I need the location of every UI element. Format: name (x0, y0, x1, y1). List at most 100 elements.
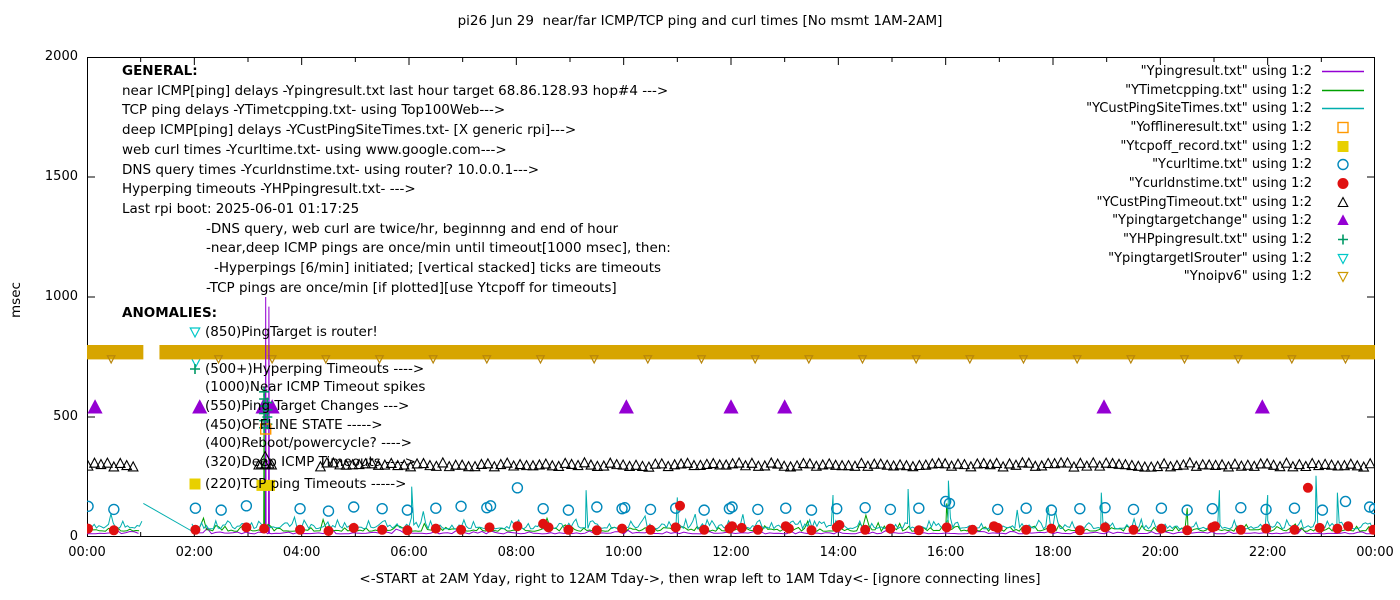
y-tick-label: 0 (69, 529, 78, 544)
plus-icon (190, 363, 200, 374)
anomaly-line: (450)OFFLINE STATE -----> (122, 416, 425, 435)
legend-label: "Yofflineresult.txt" using 1:2 (1130, 119, 1312, 135)
anomaly-line: (220)TCP ping Timeouts -----> (122, 475, 425, 494)
legend-square-filled-icon (1337, 140, 1349, 152)
legend-label: "YHPpingresult.txt" using 1:2 (1123, 232, 1312, 248)
legend-label: "Ynoipv6" using 1:2 (1183, 269, 1312, 285)
legend-triangle-down-open-icon (1337, 253, 1349, 265)
legend-item: "YTimetcpping.txt" using 1:2 (1086, 81, 1374, 100)
x-axis-label: <-START at 2AM Yday, right to 12AM Tday-… (359, 571, 1041, 587)
general-line: -Hyperpings [6/min] initiated; [vertical… (214, 260, 662, 277)
legend-item: "YHPpingresult.txt" using 1:2 (1086, 230, 1374, 249)
anomaly-text: (550)Ping Target Changes ---> (205, 397, 410, 414)
anomaly-text: (220)TCP ping Timeouts -----> (205, 476, 407, 493)
legend-item: "Ynoipv6" using 1:2 (1086, 268, 1374, 287)
chart-title: pi26 Jun 29 near/far ICMP/TCP ping and c… (457, 13, 943, 29)
series-ycustpingtimeout-txt (87, 450, 1375, 472)
x-tick-label: 16:00 (926, 545, 965, 560)
anomaly-line: (500+)Hyperping Timeouts ----> (122, 360, 425, 379)
anomaly-hidden-line (122, 341, 425, 360)
triangle-down-open-icon (189, 326, 201, 338)
x-tick-label: 20:00 (1141, 545, 1180, 560)
general-line: DNS query times -Ycurldnstime.txt- using… (122, 161, 540, 178)
series-ypingtargetchange (87, 399, 1270, 414)
general-line: near ICMP[ping] delays -Ypingresult.txt … (122, 82, 669, 99)
legend-triangle-up-filled-icon (1337, 214, 1349, 226)
anomaly-text: (850)PingTarget is router! (205, 323, 378, 340)
legend-item: "YpingtargetISrouter" using 1:2 (1086, 249, 1374, 268)
general-line: deep ICMP[ping] delays -YCustPingSiteTim… (122, 122, 577, 139)
general-line: TCP ping delays -YTimetcpping.txt- using… (122, 102, 506, 119)
legend-label: "Ypingtargetchange" using 1:2 (1112, 213, 1312, 229)
x-tick-label: 06:00 (390, 545, 428, 560)
x-tick-label: 08:00 (497, 545, 536, 560)
x-tick-label: 00:00 (1356, 545, 1394, 560)
legend-line-icon (1322, 89, 1364, 91)
legend-line-icon (1322, 107, 1364, 110)
anomaly-text: (450)OFFLINE STATE -----> (205, 416, 383, 433)
general-line: Last rpi boot: 2025-06-01 01:17:25 (122, 200, 360, 217)
x-tick-label: 02:00 (175, 545, 214, 560)
legend-triangle-down-open-icon (1337, 272, 1349, 284)
y-tick-label: 2000 (44, 49, 78, 64)
y-tick-label: 1000 (44, 289, 78, 304)
general-line: Hyperping timeouts -YHPpingresult.txt- -… (122, 181, 416, 198)
anomaly-text: (400)Reboot/powercycle? ----> (205, 435, 412, 452)
square-filled-icon (189, 478, 201, 490)
legend-item: "YCustPingTimeout.txt" using 1:2 (1086, 193, 1374, 212)
legend-label: "Ytcpoff_record.txt" using 1:2 (1120, 138, 1312, 154)
legend-item: "YCustPingSiteTimes.txt" using 1:2 (1086, 99, 1374, 118)
legend-item: "Ypingresult.txt" using 1:2 (1086, 62, 1374, 81)
anomalies-header: ANOMALIES: (122, 305, 218, 321)
legend-label: "Ycurldnstime.txt" using 1:2 (1128, 175, 1312, 191)
anomaly-line: (550)Ping Target Changes ---> (122, 397, 425, 416)
plot-border (87, 57, 1375, 537)
legend-label: "YTimetcpping.txt" using 1:2 (1125, 82, 1312, 98)
anomaly-line: (400)Reboot/powercycle? ----> (122, 434, 425, 453)
legend-item: "Ycurldnstime.txt" using 1:2 (1086, 174, 1374, 193)
legend: "Ypingresult.txt" using 1:2 "YTimetcpping… (1086, 62, 1374, 286)
x-tick-label: 22:00 (1248, 545, 1287, 560)
anomaly-line: (1000)Near ICMP Timeout spikes (122, 378, 425, 397)
anomaly-text: (500+)Hyperping Timeouts ----> (205, 360, 425, 377)
general-line: web curl times -Ycurltime.txt- using www… (122, 141, 507, 158)
legend-label: "YpingtargetISrouter" using 1:2 (1108, 250, 1312, 266)
legend-triangle-up-open-icon (1337, 195, 1349, 207)
general-line: -near,deep ICMP pings are once/min until… (206, 240, 671, 257)
plot-area (87, 57, 1375, 537)
x-tick-label: 10:00 (604, 545, 643, 560)
anomaly-text: (1000)Near ICMP Timeout spikes (205, 379, 426, 396)
anomalies-annotation-block: ANOMALIES: (850)PingTarget is router! (500… (122, 304, 425, 494)
series-ycurltime-txt (87, 482, 1375, 517)
x-tick-label: 12:00 (712, 545, 750, 560)
legend-item: "Ytcpoff_record.txt" using 1:2 (1086, 137, 1374, 156)
series-ycurldnstime-txt (87, 482, 1375, 536)
anomaly-text: (320)Deep ICMP Timeouts ----> (205, 453, 416, 470)
legend-label: "YCustPingTimeout.txt" using 1:2 (1096, 194, 1312, 210)
legend-plus-icon (1338, 234, 1348, 245)
general-line: -TCP pings are once/min [if plotted][use… (206, 279, 617, 296)
y-tick-label: 1500 (44, 169, 78, 184)
general-line: -DNS query, web curl are twice/hr, begin… (206, 220, 619, 237)
anomaly-line: (850)PingTarget is router! (122, 323, 425, 342)
legend-circle-filled-icon (1337, 177, 1349, 189)
legend-item: "Yofflineresult.txt" using 1:2 (1086, 118, 1374, 137)
x-tick-label: 14:00 (819, 545, 858, 560)
series-ytcpoff-record-txt (256, 479, 275, 491)
legend-label: "Ypingresult.txt" using 1:2 (1140, 63, 1312, 79)
legend-item: "Ycurltime.txt" using 1:2 (1086, 155, 1374, 174)
series-yofflineresult-txt (260, 423, 272, 435)
legend-line-icon (1322, 70, 1364, 73)
plot-canvas (87, 57, 1375, 537)
general-header: GENERAL: (122, 63, 198, 79)
legend-item: "Ypingtargetchange" using 1:2 (1086, 212, 1374, 231)
legend-square-open-icon (1337, 121, 1349, 134)
series-ynoipv6 (87, 345, 1375, 365)
y-tick-label: 500 (53, 409, 78, 424)
legend-circle-open-icon (1337, 159, 1349, 171)
x-tick-label: 00:00 (68, 545, 106, 560)
series-yhppingresult-txt (259, 386, 273, 433)
legend-label: "YCustPingSiteTimes.txt" using 1:2 (1086, 101, 1312, 117)
legend-label: "Ycurltime.txt" using 1:2 (1152, 157, 1312, 173)
